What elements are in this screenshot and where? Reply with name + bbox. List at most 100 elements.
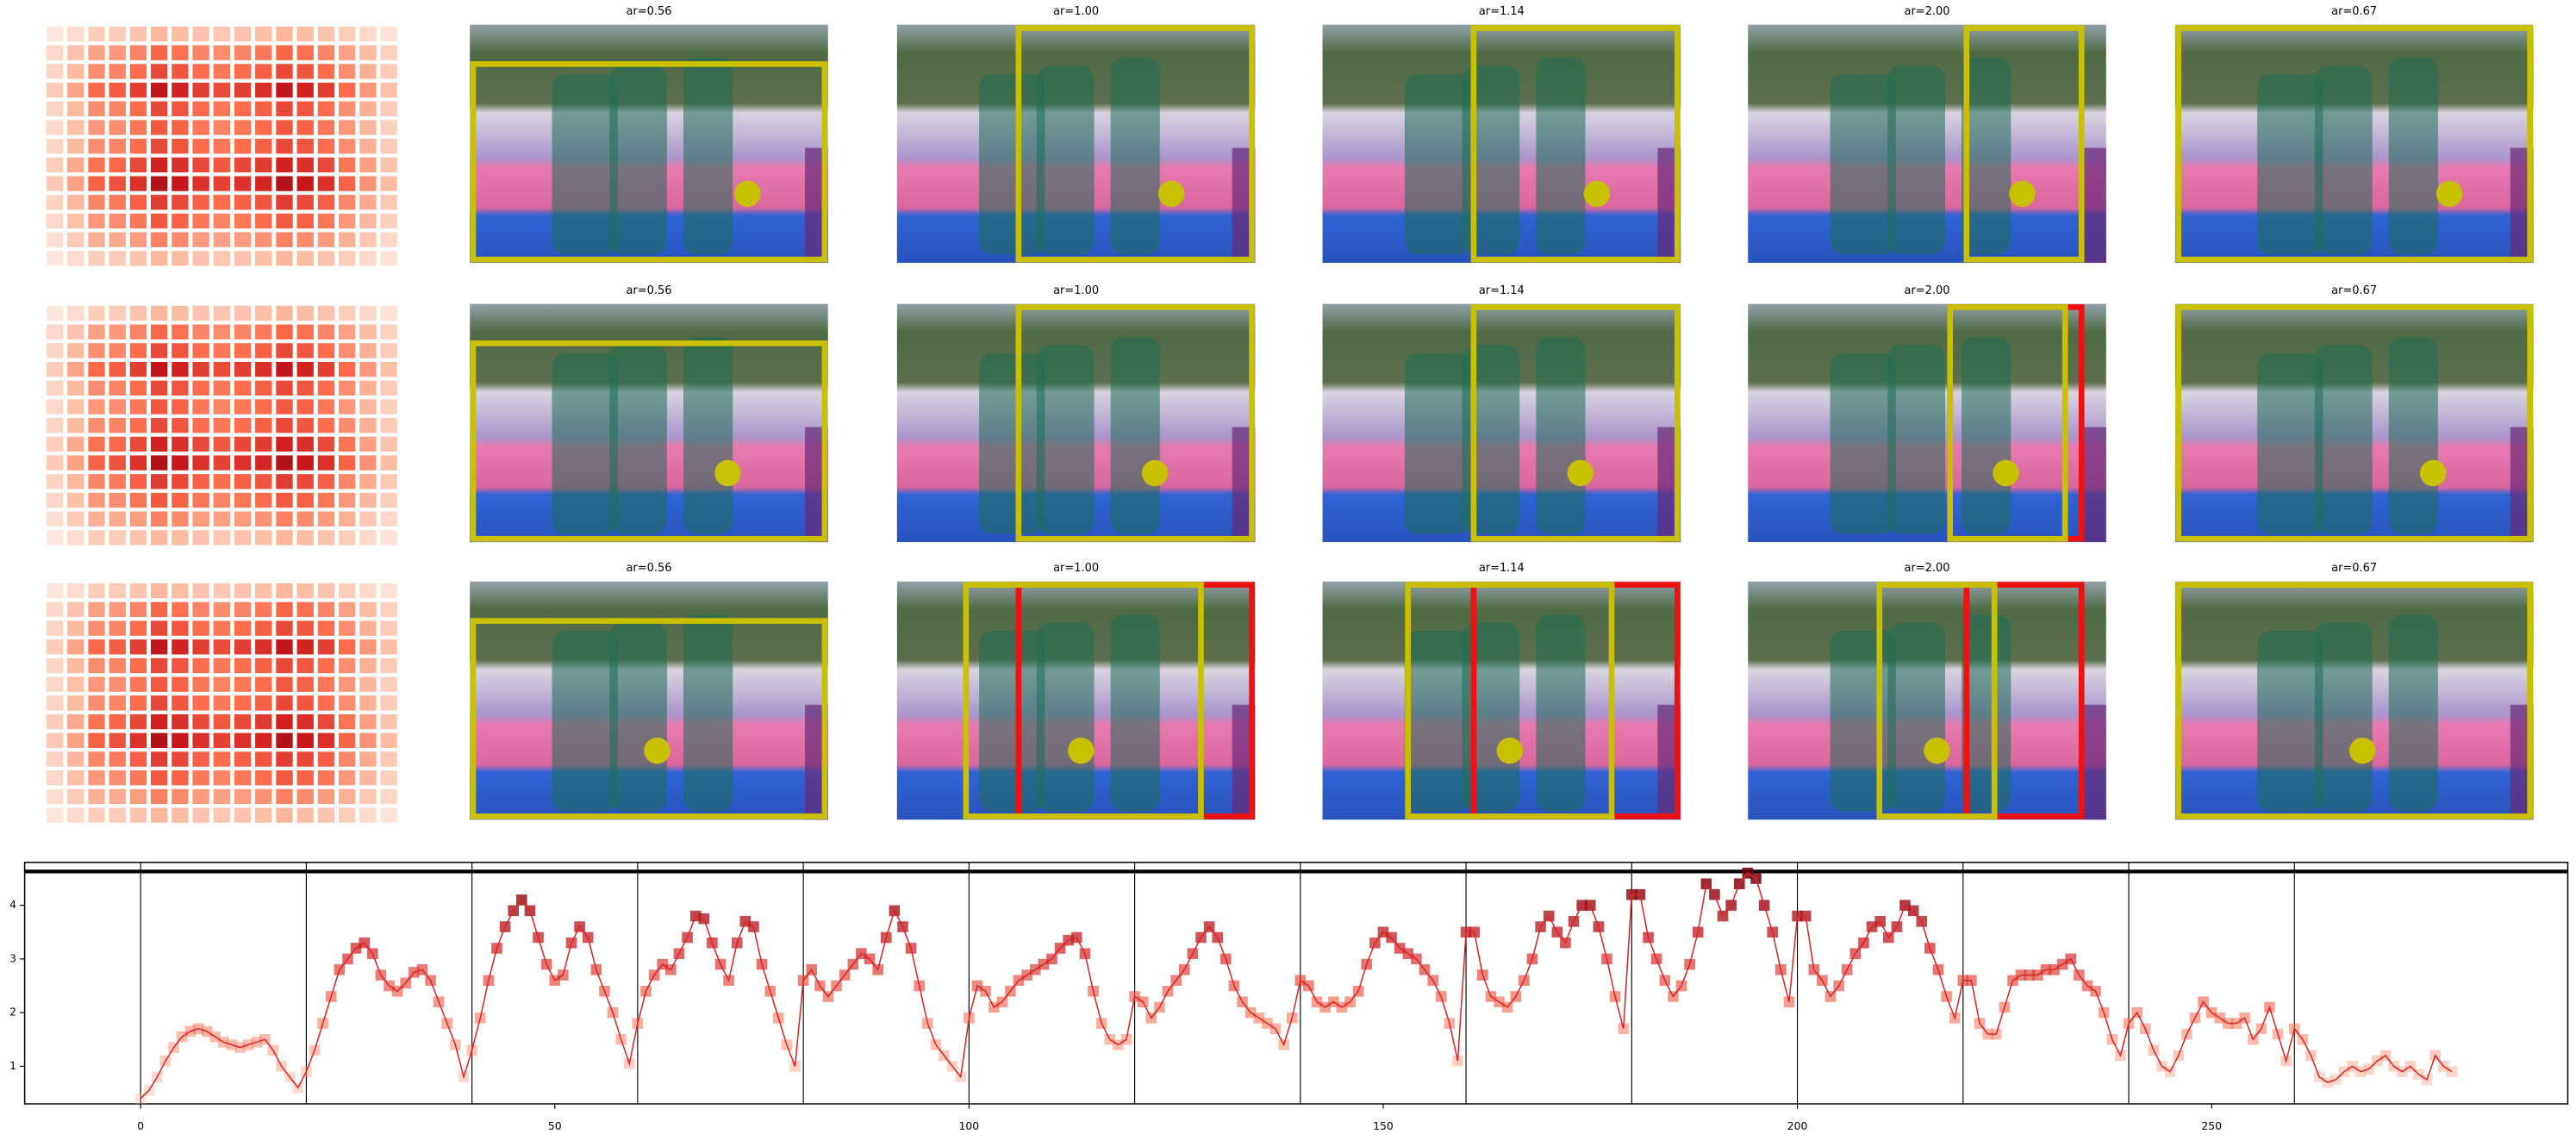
heatmap-cell <box>276 176 293 191</box>
photo-figure <box>609 345 667 534</box>
heatmap-cell <box>172 620 189 636</box>
photo-figure <box>2388 614 2438 812</box>
heatmap-cell <box>234 45 252 60</box>
heatmap-cell <box>172 213 189 229</box>
heatmap-cell <box>213 176 231 191</box>
heatmap-cell <box>109 45 126 60</box>
photo-figure <box>683 614 733 812</box>
photo-figure <box>1536 614 1586 812</box>
heatmap-cell <box>317 176 335 191</box>
heatmap-cell <box>380 583 397 599</box>
heatmap-cell <box>296 139 314 154</box>
photo-figure <box>1830 73 1896 255</box>
heatmap-cell <box>192 361 209 377</box>
heatmap-cell <box>109 601 126 618</box>
heatmap-cell <box>150 82 168 98</box>
heatmap-cell <box>359 157 377 173</box>
heatmap-cell <box>276 695 293 711</box>
photo-figure <box>1536 57 1586 255</box>
heatmap-cell <box>192 251 209 266</box>
heatmap-cell <box>150 195 168 210</box>
heatmap-cell <box>46 305 64 321</box>
heatmap-cell <box>109 695 126 711</box>
heatmap-cell <box>359 213 377 229</box>
heatmap-cell <box>234 492 252 508</box>
heatmap-cell <box>150 807 168 823</box>
heatmap-cell <box>67 657 84 674</box>
box-yellow <box>963 582 1204 819</box>
heatmap-cell <box>296 657 314 674</box>
heatmap-cell <box>67 101 84 116</box>
heatmap-cell <box>129 64 147 79</box>
panel-title: ar=2.00 <box>1905 562 1950 575</box>
panel-title: ar=2.00 <box>1905 284 1950 297</box>
heatmap-cell <box>192 530 209 545</box>
heatmap-cell <box>276 157 293 173</box>
heatmap-cell <box>380 213 397 229</box>
photo-figure <box>1962 336 2012 534</box>
heatmap-cell <box>234 101 252 116</box>
heatmap-cell <box>213 157 231 173</box>
heatmap-cell <box>213 492 231 508</box>
heatmap-cell <box>46 788 64 805</box>
heatmap-cell <box>296 418 314 433</box>
heatmap-cell <box>67 195 84 210</box>
heatmap-cell <box>255 511 272 526</box>
heatmap-cell <box>296 324 314 340</box>
photo-edge <box>2083 427 2106 543</box>
heatmap-cell <box>129 676 147 692</box>
heatmap-cell <box>129 26 147 42</box>
heatmap-cell <box>213 139 231 154</box>
heatmap-cell <box>359 732 377 748</box>
heatmap-cell <box>296 492 314 508</box>
heatmap-cell <box>213 530 231 545</box>
photo-figure <box>552 73 618 255</box>
heatmap-cell <box>150 620 168 636</box>
panel-title: ar=1.00 <box>1053 5 1099 18</box>
point-marker <box>1567 459 1594 487</box>
heatmap-cell <box>67 26 84 42</box>
heatmap-cell <box>276 361 293 377</box>
heatmap-cell <box>150 157 168 173</box>
heatmap-cell <box>192 157 209 173</box>
heatmap-cell <box>213 601 231 618</box>
panel-title: ar=0.56 <box>626 5 671 18</box>
heatmap-cell <box>276 45 293 60</box>
heatmap-cell <box>172 26 189 42</box>
heatmap-cell <box>276 305 293 321</box>
heatmap-cell <box>88 657 105 674</box>
heatmap-cell <box>46 620 64 636</box>
heatmap-cell <box>380 601 397 618</box>
heatmap-cell <box>172 45 189 60</box>
heatmap-cell <box>380 474 397 489</box>
heatmap-cell <box>88 324 105 340</box>
box-yellow <box>1470 304 1681 542</box>
heatmap-cell <box>46 176 64 191</box>
heatmap-cell <box>317 251 335 266</box>
heatmap-cell <box>317 418 335 433</box>
photo-edge <box>2083 147 2106 264</box>
heatmap-cell <box>213 380 231 396</box>
heatmap-cell <box>338 139 356 154</box>
heatmap-cell <box>172 530 189 545</box>
heatmap-cell <box>88 639 105 655</box>
heatmap-cell <box>380 399 397 414</box>
photo-figure <box>979 73 1045 255</box>
heatmap-cell <box>129 418 147 433</box>
heatmap-cell <box>255 195 272 210</box>
heatmap-cell <box>109 380 126 396</box>
heatmap-cell <box>213 770 231 786</box>
heatmap-cell <box>129 120 147 135</box>
point-marker <box>1141 459 1169 487</box>
heatmap-cell <box>109 770 126 786</box>
heatmap-cell <box>234 751 252 767</box>
heatmap-cell <box>46 139 64 154</box>
heatmap-cell <box>67 343 84 358</box>
heatmap-cell <box>129 361 147 377</box>
heatmap-cell <box>234 657 252 674</box>
heatmap-cell <box>255 101 272 116</box>
heatmap-cell <box>359 380 377 396</box>
heatmap-cell <box>172 788 189 805</box>
heatmap-cell <box>234 530 252 545</box>
heatmap-cell <box>129 713 147 730</box>
